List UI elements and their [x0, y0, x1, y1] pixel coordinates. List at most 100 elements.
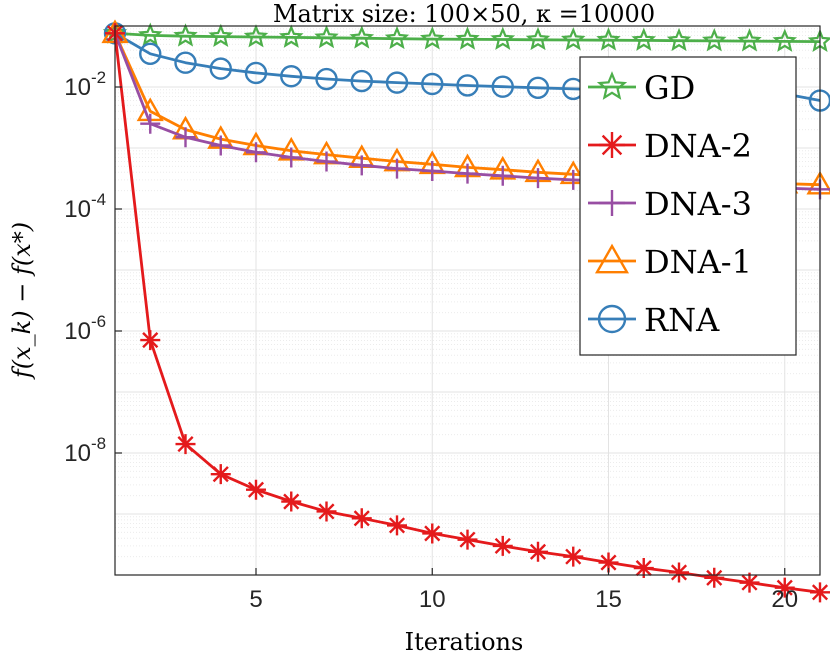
data-point — [278, 24, 304, 48]
legend-item-dna-3: DNA-3 — [588, 185, 752, 223]
legend-label: GD — [644, 69, 695, 107]
data-point — [455, 26, 480, 50]
legend-label: DNA-1 — [644, 243, 752, 281]
data-point — [387, 515, 407, 536]
series-line — [114, 31, 821, 43]
data-point — [563, 546, 584, 567]
series-gd — [102, 20, 830, 53]
data-point — [208, 23, 234, 48]
legend-item-gd: GD — [588, 69, 695, 107]
plot-frame — [114, 25, 821, 576]
x-tick-label: 10 — [419, 586, 446, 613]
data-point — [491, 75, 514, 98]
data-point — [281, 491, 302, 512]
data-point — [350, 69, 373, 93]
data-point — [349, 25, 375, 49]
data-point — [314, 24, 339, 49]
series-dna-2 — [105, 23, 830, 603]
data-point — [243, 24, 269, 48]
legend-label: RNA — [644, 301, 720, 339]
data-point — [598, 552, 619, 573]
legend-label: DNA-2 — [644, 127, 752, 165]
x-tick-label: 15 — [595, 586, 622, 613]
data-point — [737, 28, 762, 52]
data-point — [140, 113, 161, 134]
data-point — [175, 434, 196, 455]
legend-label: DNA-3 — [644, 185, 752, 223]
data-point — [457, 163, 478, 184]
data-point — [419, 26, 445, 50]
data-point — [210, 464, 231, 485]
legend-item-dna-1: DNA-1 — [588, 243, 752, 281]
data-point — [316, 151, 337, 172]
grid — [115, 26, 820, 576]
data-point — [631, 27, 657, 51]
data-point — [596, 27, 621, 51]
data-point — [525, 26, 551, 51]
data-point — [385, 71, 409, 94]
data-point — [421, 72, 444, 96]
data-point — [599, 190, 625, 216]
y-tick-exponent: -6 — [91, 312, 106, 331]
data-point — [490, 26, 516, 50]
x-axis-label: Iterations — [405, 628, 524, 656]
data-point — [210, 135, 231, 156]
data-point — [774, 577, 795, 598]
y-tick-exponent: -8 — [91, 434, 106, 453]
legend: GD DNA-2 DNA-3 DNA-1 RNA — [579, 56, 797, 356]
data-point — [597, 304, 627, 334]
data-point — [351, 508, 372, 529]
y-tick-label: 10 — [64, 318, 91, 345]
x-tick-label: 20 — [771, 586, 798, 613]
data-point — [599, 132, 625, 158]
data-point — [175, 127, 196, 148]
data-point — [456, 74, 479, 97]
data-point — [316, 501, 337, 522]
data-point — [140, 330, 161, 351]
data-point — [701, 28, 727, 52]
data-point — [772, 28, 798, 52]
data-point — [422, 160, 443, 181]
legend-item-dna-2: DNA-2 — [588, 127, 752, 165]
data-point — [492, 535, 513, 556]
data-point — [209, 57, 232, 80]
data-point — [244, 61, 268, 85]
data-point — [246, 479, 266, 500]
data-point — [492, 165, 513, 186]
data-point — [174, 51, 197, 74]
legend-box — [579, 56, 797, 356]
data-point — [596, 71, 628, 100]
data-point — [704, 567, 725, 588]
y-axis-label: f(x_k) − f(x*) — [8, 222, 36, 380]
x-tick-label: 5 — [249, 586, 262, 613]
data-point — [633, 558, 654, 579]
y-tick-exponent: -4 — [91, 190, 106, 209]
data-point — [457, 529, 478, 550]
data-point — [560, 27, 586, 51]
data-point — [528, 541, 548, 562]
data-point — [594, 243, 630, 274]
data-point — [526, 76, 550, 100]
y-tick-label: 10 — [64, 74, 91, 101]
data-point — [384, 25, 410, 50]
data-point — [739, 572, 760, 593]
data-point — [173, 23, 198, 47]
data-point — [810, 582, 830, 603]
y-tick-exponent: -2 — [91, 68, 106, 87]
y-tick-label: 10 — [64, 440, 91, 467]
data-point — [351, 155, 372, 176]
data-point — [315, 67, 338, 91]
data-point — [422, 523, 443, 544]
data-point — [280, 65, 303, 88]
data-point — [139, 42, 162, 66]
y-tick-label: 10 — [64, 196, 91, 223]
data-point — [528, 168, 548, 189]
data-point — [246, 142, 266, 163]
data-point — [387, 158, 407, 179]
data-point — [669, 562, 689, 583]
data-point — [137, 22, 163, 46]
data-point — [666, 27, 692, 52]
data-point — [281, 147, 302, 168]
